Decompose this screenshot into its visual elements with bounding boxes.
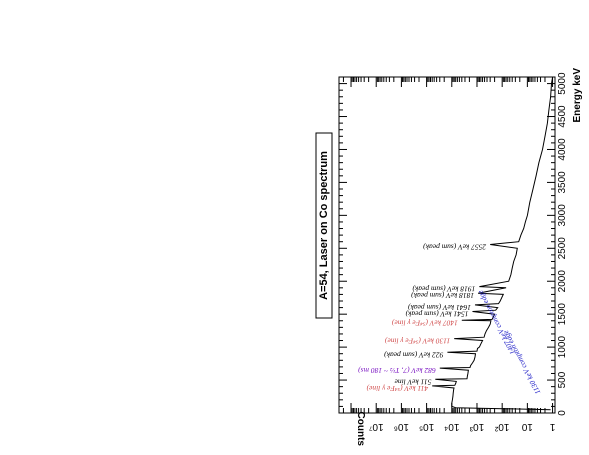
peak-annotation: 1918 keV (sum peak)	[412, 285, 475, 294]
peak-annotation: 2557 keV (sum peak)	[423, 243, 486, 252]
chart-title-group: A=54, Laser on Co spectrum	[315, 132, 333, 319]
energy-tick-label: 3500	[557, 171, 568, 194]
counts-tick-label: 1	[549, 421, 555, 432]
plot-frame	[338, 76, 556, 414]
counts-tick-label: 10⁵	[419, 421, 434, 432]
energy-tick-label: 3000	[557, 204, 568, 227]
y-axis-title: Counts	[355, 412, 366, 447]
energy-tick-label: 2500	[557, 237, 568, 260]
peak-annotation: 1818 keV (sum peak)	[411, 291, 474, 300]
counts-tick-label: 10²	[494, 421, 509, 432]
energy-tick-label: 1500	[557, 303, 568, 326]
energy-tick-label: 5000	[557, 72, 568, 95]
peak-annotation: 1407 keV (⁵⁴Fe γ line)	[391, 318, 457, 327]
peak-annotation: 1641 keV (sum peak)	[408, 303, 471, 312]
counts-tick-label: 10	[521, 421, 533, 432]
x-axis-title: Energy keV	[572, 68, 583, 123]
energy-tick-label: 4500	[557, 105, 568, 128]
spectrum-line	[432, 76, 554, 411]
energy-axis: 0 500 1000 1500 2000 2500 3000 3500 4000 4500 5000	[339, 72, 568, 416]
compton-edge-label: 1407 keV compton edge	[475, 288, 517, 356]
plot-border	[338, 76, 556, 414]
peak-annotations: 411 keV (⁵⁴Fe γ line)511 keV line 682 keV…	[358, 243, 543, 396]
counts-tick-label: 10³	[469, 421, 484, 432]
peak-annotation: 411 keV (⁵⁴Fe γ line)	[366, 384, 428, 393]
energy-tick-label: 4000	[557, 138, 568, 161]
energy-tick-label: 0	[557, 410, 568, 416]
title-box	[315, 132, 333, 319]
peak-annotation: 1130 keV (⁵⁴Fe γ line)	[384, 337, 450, 346]
counts-tick-label: 10⁷	[368, 421, 383, 432]
peak-annotation: 922 keV (sum peak)	[384, 350, 444, 359]
peak-annotation: 511 keV line	[394, 377, 431, 386]
peak-annotation: 682 keV (7, T½ ~ 180 ms)	[358, 366, 436, 375]
energy-tick-label: 2000	[557, 270, 568, 293]
energy-tick-label: 500	[557, 371, 568, 388]
peak-annotation: 1541 keV (sum peak)	[405, 309, 468, 318]
energy-tick-label: 1000	[557, 336, 568, 359]
chart-title: A=54, Laser on Co spectrum	[318, 151, 330, 300]
counts-tick-label: 10⁴	[444, 421, 459, 432]
counts-tick-label: 10⁶	[394, 421, 409, 432]
